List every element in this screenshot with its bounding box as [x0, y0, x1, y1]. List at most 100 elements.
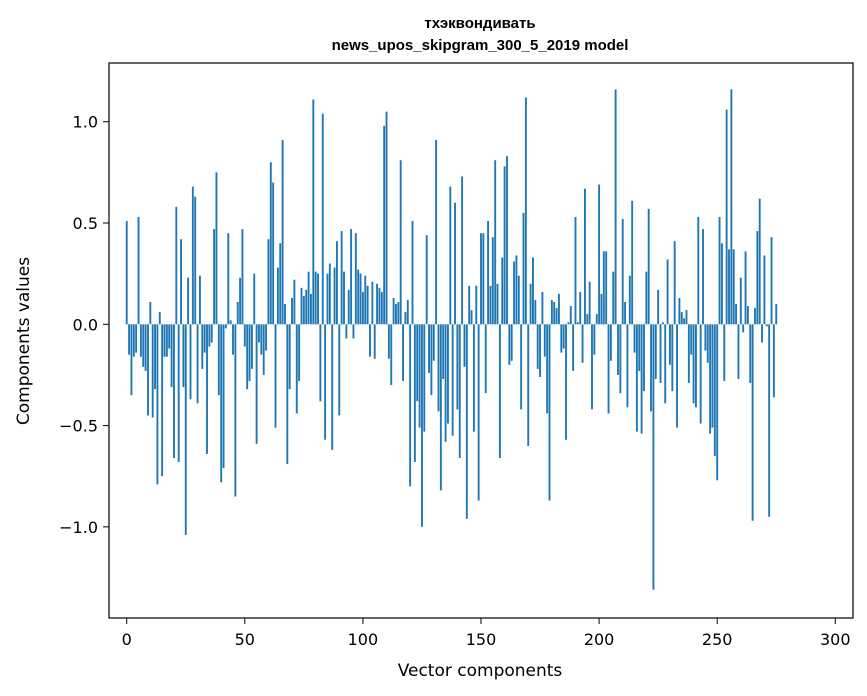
bar [723, 324, 726, 382]
bar [170, 324, 173, 388]
bar [432, 324, 435, 361]
bar [253, 273, 256, 325]
bar [314, 271, 317, 325]
bar [574, 216, 577, 325]
bar [694, 324, 697, 408]
bar [550, 299, 553, 325]
bar [624, 302, 627, 325]
bar [692, 324, 695, 404]
bar [425, 235, 428, 325]
bar [243, 324, 246, 347]
bar [298, 324, 301, 382]
bar [666, 259, 669, 325]
bar [385, 111, 388, 325]
bar [548, 324, 551, 501]
bar [539, 324, 541, 377]
bar [706, 324, 709, 363]
bar [248, 324, 251, 382]
bar [498, 324, 501, 458]
bar [718, 216, 721, 325]
bar [463, 324, 466, 367]
y-tick-label: 1.0 [73, 113, 98, 132]
bar [139, 324, 142, 357]
bar [489, 285, 492, 325]
bar [276, 267, 279, 325]
bar [239, 277, 242, 325]
bar [508, 324, 511, 365]
bar [206, 324, 208, 454]
bar [711, 324, 714, 428]
bar [728, 249, 730, 325]
bar [772, 324, 775, 398]
bar [428, 324, 430, 373]
bar [543, 324, 546, 357]
bar [654, 324, 657, 379]
bar [295, 324, 298, 414]
bar [286, 324, 289, 465]
bar [350, 229, 353, 325]
bar [612, 271, 615, 325]
bar [380, 291, 383, 325]
bar [671, 324, 674, 392]
x-tick-label: 100 [348, 630, 379, 649]
bar [345, 324, 348, 339]
bar [395, 304, 397, 325]
bar [366, 285, 369, 325]
bar [255, 324, 258, 444]
bar [347, 289, 350, 325]
y-tick-label: −0.5 [59, 417, 98, 436]
chart-title-line-2: news_upos_skipgram_300_5_2019 model [332, 37, 629, 54]
bar [529, 283, 532, 325]
y-axis-ticks: −1.0 −0.5 0.0 0.5 1.0 [59, 113, 109, 537]
bar [258, 324, 260, 343]
bar [465, 324, 468, 519]
bar [321, 113, 324, 325]
bar [744, 251, 747, 325]
bar [524, 97, 527, 325]
bar [371, 281, 374, 325]
bar [765, 324, 768, 327]
bar [555, 308, 558, 325]
bar [501, 257, 504, 325]
bar [621, 218, 624, 325]
bar [676, 324, 678, 428]
bar [147, 324, 149, 416]
bar [480, 233, 482, 325]
bar [399, 160, 402, 325]
bar [763, 255, 766, 325]
bar [619, 324, 622, 394]
bar [293, 279, 296, 325]
bar [319, 324, 322, 402]
bar [175, 206, 178, 325]
bar [217, 324, 220, 396]
bar [208, 324, 211, 347]
bar [430, 324, 433, 396]
bar [558, 293, 560, 325]
bar [210, 324, 213, 343]
bar [456, 324, 459, 410]
bar [317, 273, 319, 325]
x-tick-label: 300 [820, 630, 851, 649]
bar [250, 324, 253, 369]
bar [680, 312, 683, 325]
bar [735, 304, 738, 325]
bar [541, 291, 544, 325]
bar [536, 324, 539, 369]
bar [770, 237, 773, 325]
bar [484, 324, 487, 394]
bar [487, 220, 490, 325]
bar [378, 287, 381, 325]
bar [137, 216, 140, 325]
bar [775, 304, 778, 325]
bar [454, 202, 456, 325]
bar [376, 283, 379, 325]
bar [449, 186, 452, 325]
bar [569, 306, 572, 325]
bar [165, 324, 168, 357]
bar [262, 324, 265, 375]
bar [328, 263, 331, 325]
bar [421, 324, 423, 527]
bar [645, 271, 648, 325]
bar [725, 109, 728, 325]
